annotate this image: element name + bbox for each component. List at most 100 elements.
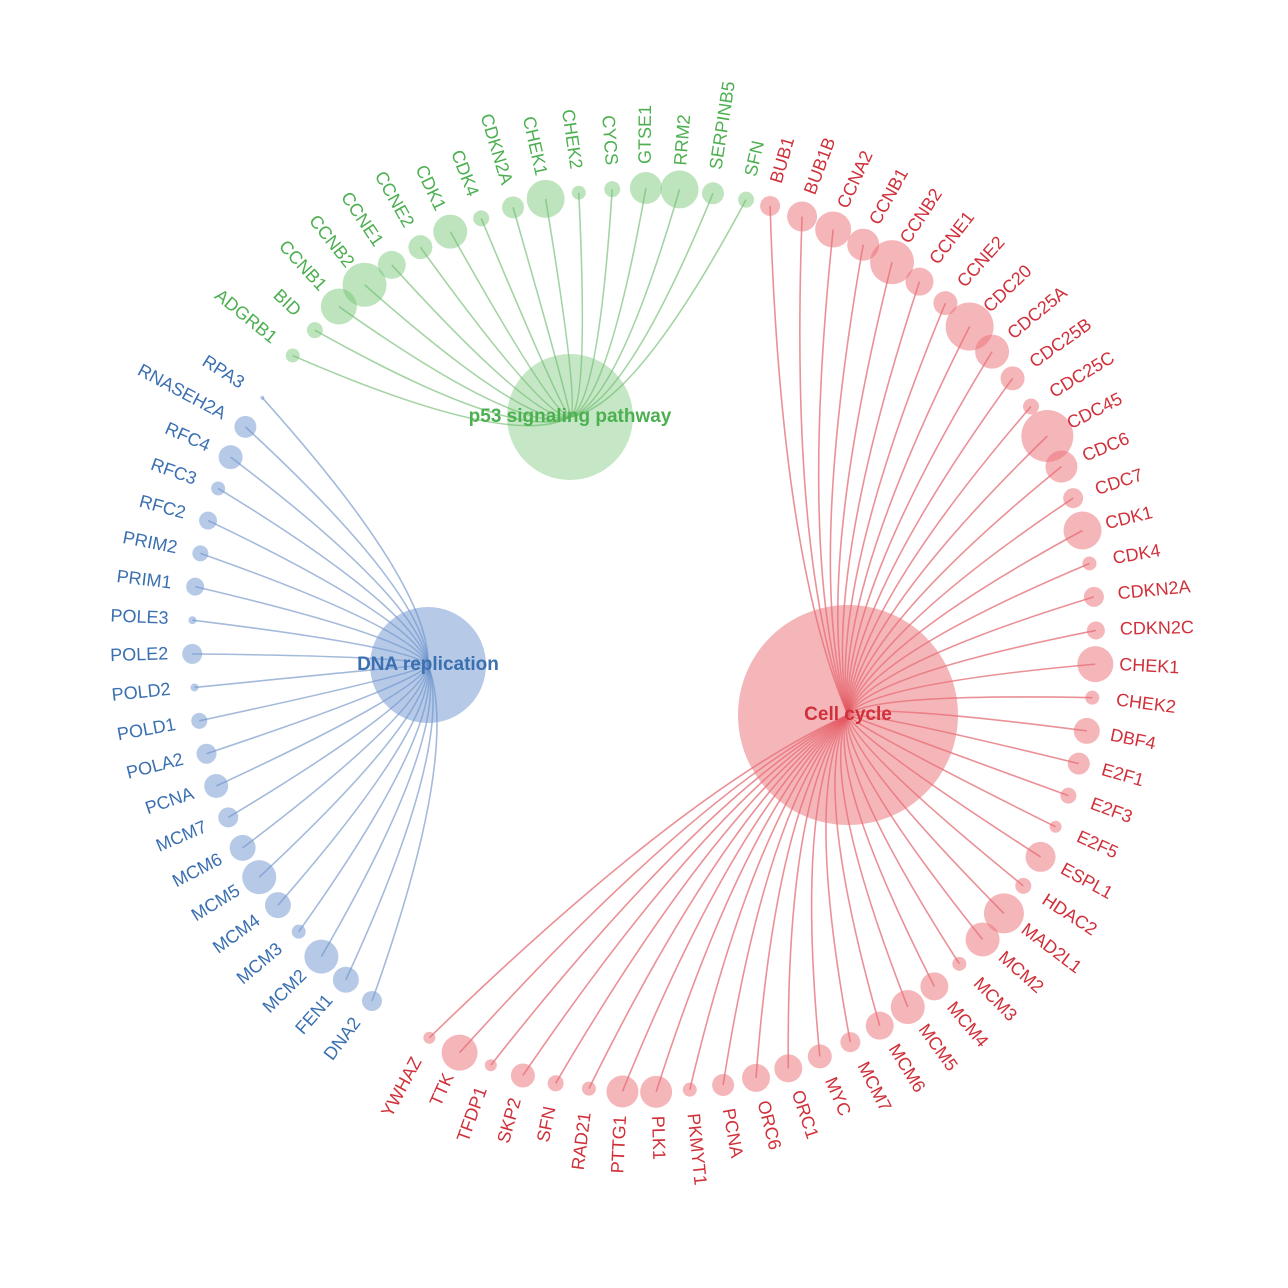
gene-node [1085, 690, 1100, 705]
gene-label: CHEK2 [1115, 690, 1177, 717]
gene-label: MCM7 [153, 816, 210, 855]
gene-label: SFN [533, 1105, 560, 1144]
hub-labels: p53 signaling pathway Cell cycle DNA repli… [357, 406, 892, 725]
gene-label: RAD21 [568, 1111, 595, 1171]
gene-node [774, 1054, 803, 1083]
gene-node [920, 972, 949, 1001]
gene-label: POLD1 [116, 714, 178, 744]
gene-node [1025, 841, 1056, 872]
hub-circle [507, 354, 633, 480]
edge [544, 198, 574, 418]
gene-label: POLE3 [110, 605, 169, 628]
gene-node [742, 1063, 771, 1092]
gene-label: ORC1 [788, 1087, 823, 1141]
gene-label: CHEK1 [519, 114, 552, 177]
edge [569, 199, 747, 418]
gene-node [342, 262, 387, 307]
gene-label: CCNB1 [865, 165, 912, 228]
gene-label: SFN [741, 139, 769, 179]
gene-node [1015, 877, 1032, 894]
gene-node [234, 415, 257, 438]
gene-node [188, 616, 197, 625]
hub-label: DNA replication [357, 654, 499, 675]
gene-label: ADGRB1 [211, 285, 281, 347]
gene-label: MYC [821, 1074, 855, 1119]
gene-label: RRM2 [670, 114, 694, 166]
gene-node [1000, 366, 1025, 391]
gene-node [975, 334, 1010, 369]
hubs [370, 354, 958, 825]
gene-node [441, 1034, 478, 1071]
gene-node [1021, 409, 1074, 462]
gene-label: PRIM1 [116, 566, 173, 592]
gene-node [218, 807, 239, 828]
gene-label: CDKN2A [477, 111, 517, 187]
gene-label: TTK [426, 1070, 458, 1109]
gene-node [242, 860, 277, 895]
gene-node [320, 288, 357, 325]
gene-node [332, 966, 359, 993]
gene-nodes [182, 170, 1114, 1108]
gene-node [1023, 398, 1040, 415]
gene-label: ORC6 [753, 1098, 785, 1151]
gene-node [604, 181, 621, 198]
gene-label: MCM6 [169, 849, 225, 891]
edge [569, 189, 614, 418]
gene-label: MCM2 [995, 947, 1048, 997]
gene-label: CDC7 [1092, 465, 1145, 499]
gene-label: CCNE2 [371, 168, 419, 231]
edge [419, 246, 571, 418]
gene-label: MCM5 [915, 1020, 962, 1075]
edge [569, 189, 681, 418]
gene-node [660, 170, 699, 209]
gene-node [787, 201, 818, 232]
edge [569, 187, 647, 418]
gene-label: SERPINB5 [706, 80, 739, 171]
gene-label: DNA2 [320, 1013, 365, 1063]
gene-node [285, 348, 300, 363]
gene-label: POLA2 [124, 749, 185, 783]
gene-node [304, 939, 339, 974]
gene-node [547, 1075, 564, 1092]
gene-node [840, 1032, 861, 1053]
gene-label: ESPL1 [1057, 859, 1116, 903]
gene-node [196, 743, 217, 764]
gene-node [682, 1082, 697, 1097]
gene-label: CDC6 [1079, 428, 1132, 465]
hub-circle [370, 607, 486, 723]
gene-node [526, 179, 565, 218]
gene-node [473, 210, 490, 227]
gene-node [571, 185, 586, 200]
gene-node [186, 577, 205, 596]
gene-node [502, 196, 525, 219]
gene-node [264, 892, 291, 919]
gene-node [640, 1075, 673, 1108]
gene-node [291, 924, 306, 939]
gene-label: CDK1 [1103, 502, 1154, 533]
gene-label: BUB1 [766, 135, 798, 186]
edge [449, 231, 571, 418]
gene-node [192, 545, 209, 562]
gene-label: PCNA [719, 1107, 747, 1160]
gene-label: PTTG1 [607, 1115, 630, 1174]
edge [364, 284, 571, 419]
gene-node [433, 214, 468, 249]
hub-label: Cell cycle [804, 704, 892, 725]
hub-label: p53 signaling pathway [469, 406, 672, 427]
gene-label: E2F1 [1099, 759, 1146, 790]
gene-label: PLK1 [648, 1116, 669, 1161]
gene-node [1060, 787, 1077, 804]
gene-node [260, 395, 265, 400]
gene-label: E2F3 [1088, 793, 1135, 827]
gene-node [1063, 488, 1084, 509]
gene-node [484, 1059, 497, 1072]
gene-node [847, 228, 880, 261]
gene-node [199, 511, 218, 530]
gene-label: CDK4 [1111, 540, 1162, 568]
gene-node [712, 1074, 735, 1097]
gene-node [182, 643, 203, 664]
gene-label: MCM3 [233, 939, 286, 988]
edge [314, 329, 571, 423]
gene-label: RFC4 [162, 418, 213, 455]
edge [569, 192, 714, 418]
